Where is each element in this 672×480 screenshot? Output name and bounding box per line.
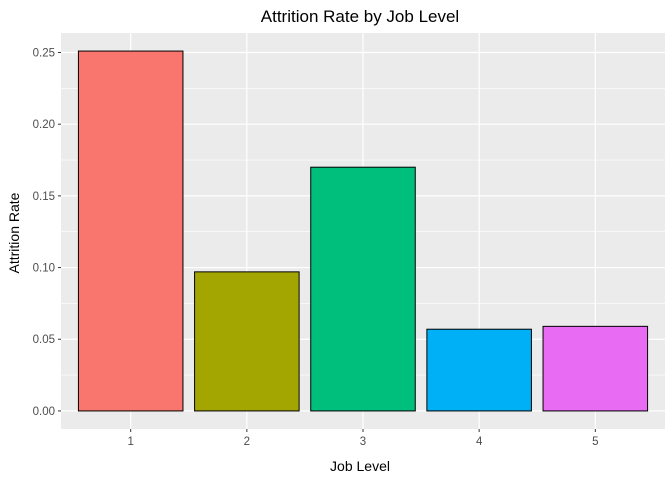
y-axis-title: Attrition Rate (6, 192, 22, 273)
chart-title: Attrition Rate by Job Level (261, 7, 459, 26)
bar-level-2 (194, 271, 300, 412)
y-tick-label: 0.05 (33, 334, 55, 346)
x-tick-label: 2 (244, 436, 250, 448)
x-tick-label: 3 (360, 436, 366, 448)
plot-panel (61, 33, 665, 429)
bar-level-1 (77, 50, 184, 412)
bars-group (77, 50, 649, 412)
x-tick-label: 4 (476, 436, 483, 448)
y-tick-label: 0.15 (33, 191, 55, 203)
x-axis-title: Job Level (330, 458, 390, 474)
bar-level-5 (542, 325, 649, 412)
y-tick-label: 0.00 (33, 406, 55, 418)
bar-level-3 (310, 166, 416, 412)
x-tick-label: 1 (127, 436, 133, 448)
y-tick-label: 0.10 (33, 263, 55, 275)
bar-level-4 (426, 328, 532, 412)
y-axis: 0.00 0.05 0.10 0.15 0.20 0.25 (33, 47, 61, 418)
x-tick-label: 5 (592, 436, 598, 448)
x-axis: 1 2 3 4 5 (127, 429, 599, 448)
y-tick-label: 0.25 (33, 47, 55, 59)
y-tick-label: 0.20 (33, 119, 55, 131)
